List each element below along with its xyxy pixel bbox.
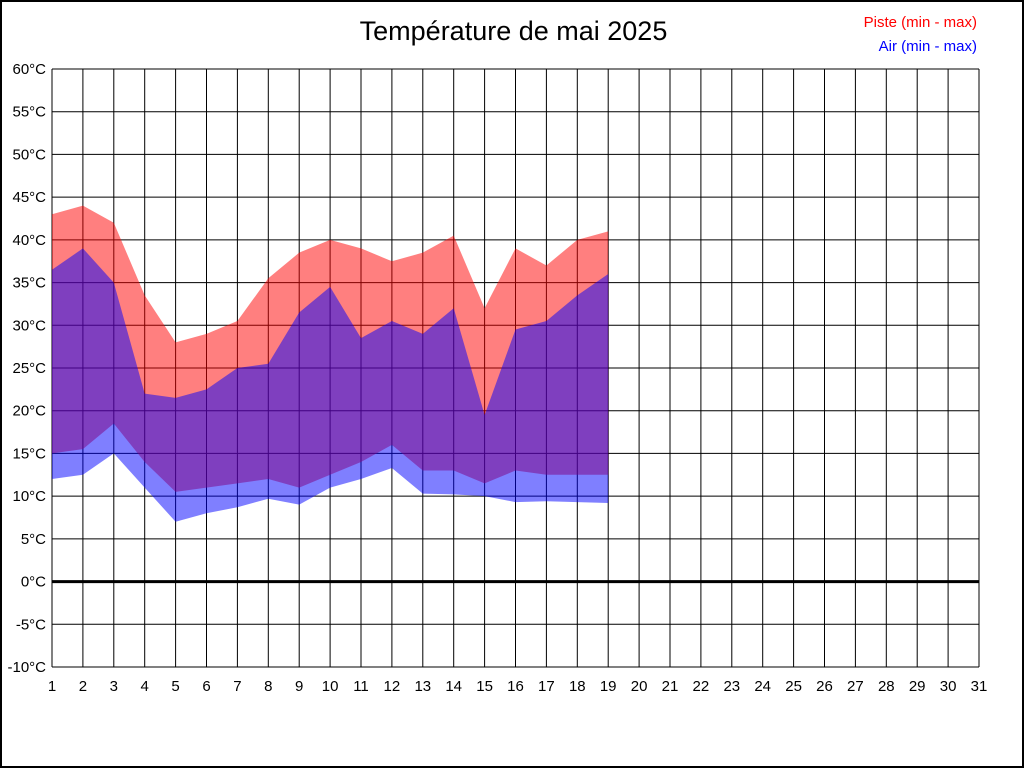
chart-title: Température de mai 2025 xyxy=(359,16,668,46)
x-tick-label: 19 xyxy=(600,678,617,695)
y-tick-label: -10°C xyxy=(7,659,46,676)
y-tick-label: 15°C xyxy=(12,445,46,462)
x-tick-label: 21 xyxy=(662,678,679,695)
y-tick-label: 45°C xyxy=(12,189,46,206)
x-tick-label: 20 xyxy=(631,678,648,695)
x-tick-label: 6 xyxy=(202,678,210,695)
x-tick-label: 9 xyxy=(295,678,303,695)
y-tick-label: 0°C xyxy=(21,574,46,591)
x-tick-label: 24 xyxy=(754,678,771,695)
x-tick-label: 16 xyxy=(507,678,524,695)
x-tick-label: 5 xyxy=(171,678,179,695)
x-tick-label: 2 xyxy=(79,678,87,695)
x-tick-label: 8 xyxy=(264,678,272,695)
y-tick-label: 30°C xyxy=(12,317,46,334)
x-tick-label: 27 xyxy=(847,678,864,695)
x-tick-label: 10 xyxy=(322,678,339,695)
legend-item-piste: Piste (min - max) xyxy=(863,14,977,31)
y-tick-label: 10°C xyxy=(12,488,46,505)
x-tick-label: 7 xyxy=(233,678,241,695)
x-tick-label: 30 xyxy=(940,678,957,695)
x-tick-label: 14 xyxy=(445,678,462,695)
y-tick-label: 50°C xyxy=(12,146,46,163)
x-tick-label: 31 xyxy=(971,678,988,695)
y-tick-label: 5°C xyxy=(21,531,46,548)
air-band xyxy=(52,248,609,522)
x-tick-label: 12 xyxy=(384,678,401,695)
x-tick-label: 18 xyxy=(569,678,586,695)
x-tick-label: 4 xyxy=(141,678,149,695)
y-tick-label: 25°C xyxy=(12,360,46,377)
y-tick-label: 35°C xyxy=(12,275,46,292)
y-tick-label: 40°C xyxy=(12,232,46,249)
legend-item-air: Air (min - max) xyxy=(878,38,977,55)
x-tick-label: 26 xyxy=(816,678,833,695)
x-tick-label: 3 xyxy=(110,678,118,695)
x-tick-label: 17 xyxy=(538,678,555,695)
legend: Piste (min - max) Air (min - max) xyxy=(864,11,977,59)
x-tick-label: 25 xyxy=(785,678,802,695)
y-tick-label: 20°C xyxy=(12,403,46,420)
y-tick-label: 60°C xyxy=(12,61,46,78)
x-tick-label: 13 xyxy=(414,678,431,695)
x-tick-label: 15 xyxy=(476,678,493,695)
x-tick-label: 28 xyxy=(878,678,895,695)
x-tick-label: 22 xyxy=(693,678,710,695)
x-tick-label: 29 xyxy=(909,678,926,695)
x-tick-label: 1 xyxy=(48,678,56,695)
x-tick-label: 11 xyxy=(353,678,369,695)
y-tick-label: 55°C xyxy=(12,104,46,121)
x-tick-label: 23 xyxy=(723,678,740,695)
y-tick-label: -5°C xyxy=(16,616,46,633)
